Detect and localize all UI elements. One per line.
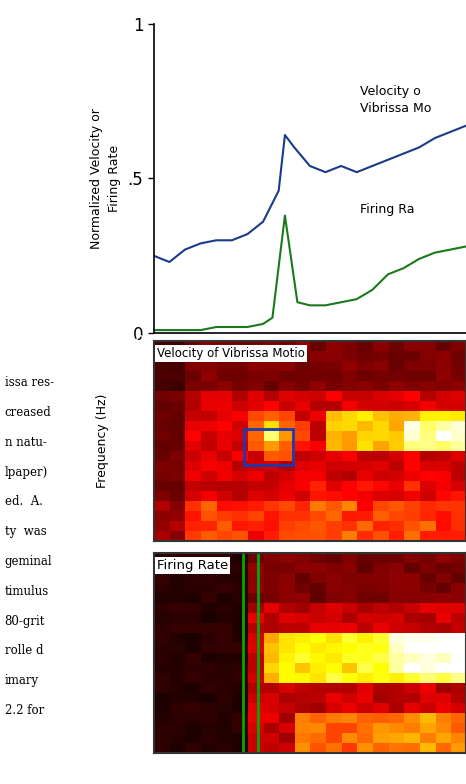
Text: lpaper): lpaper): [5, 466, 48, 479]
Text: ed.  A.: ed. A.: [5, 495, 43, 509]
Text: rolle d: rolle d: [5, 644, 43, 658]
Text: timulus: timulus: [5, 585, 49, 598]
Text: 80-grit: 80-grit: [5, 615, 45, 628]
Text: ty  was: ty was: [5, 525, 47, 539]
Text: Velocity of Vibrissa Motio: Velocity of Vibrissa Motio: [157, 347, 305, 360]
Text: issa res-: issa res-: [5, 376, 54, 390]
Text: n natu-: n natu-: [5, 436, 47, 449]
Y-axis label: Frequency (Hz): Frequency (Hz): [96, 394, 109, 488]
Y-axis label: Normalized Velocity or
Firing Rate: Normalized Velocity or Firing Rate: [89, 108, 121, 249]
Text: Firing Rate: Firing Rate: [157, 559, 228, 572]
Text: imary: imary: [5, 674, 39, 688]
Text: creased: creased: [5, 406, 51, 419]
Text: Velocity o
Vibrissa Mo: Velocity o Vibrissa Mo: [360, 85, 431, 115]
Text: 2.2 for: 2.2 for: [5, 704, 44, 717]
Text: geminal: geminal: [5, 555, 52, 568]
Bar: [244, 429, 293, 465]
Text: Firing Ra: Firing Ra: [360, 203, 414, 216]
